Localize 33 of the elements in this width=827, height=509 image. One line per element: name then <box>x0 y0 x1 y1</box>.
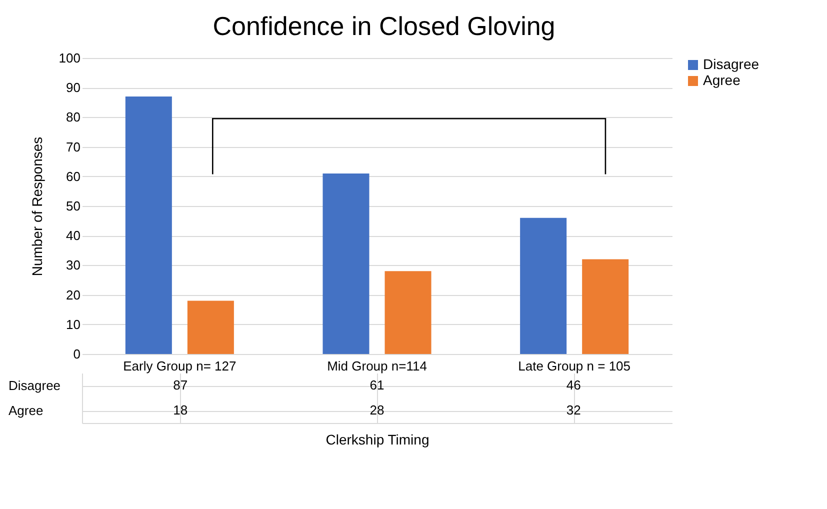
bar <box>187 300 234 354</box>
y-tick-label: 100 <box>58 50 80 66</box>
legend-label: Agree <box>703 72 741 88</box>
y-tick-label: 30 <box>66 258 80 273</box>
data-label: 28 <box>370 402 384 418</box>
data-label: 61 <box>370 378 384 392</box>
y-tick-label: 70 <box>66 139 80 154</box>
y-tick-label: 90 <box>66 80 80 96</box>
data-label: 87 <box>173 378 188 392</box>
y-tick-label: 60 <box>66 168 80 184</box>
legend-label: Disagree <box>703 56 760 72</box>
bar <box>520 218 567 354</box>
y-tick-label: 40 <box>66 228 80 244</box>
data-label: 18 <box>173 402 188 418</box>
data-label: 46 <box>566 378 581 392</box>
text: Disagree <box>8 378 61 393</box>
data-label: 32 <box>566 402 581 418</box>
x-tick-label: Late Group n = 105 <box>518 358 631 374</box>
bar <box>322 173 370 354</box>
text: Agree <box>8 403 44 418</box>
x-tick-label: Mid Group n=114 <box>327 358 427 374</box>
y-tick-label: 0 <box>73 346 80 362</box>
bar <box>125 96 172 354</box>
bar <box>384 271 432 354</box>
y-tick-label: 80 <box>66 110 80 125</box>
y-tick-label: 20 <box>66 287 80 302</box>
bar <box>582 259 629 354</box>
y-tick-label: 10 <box>66 316 80 332</box>
chart-title: Confidence in Closed Gloving <box>212 11 556 41</box>
y-axis-title: Number of Responses <box>28 136 45 276</box>
y-tick-label: 50 <box>66 198 80 214</box>
x-tick-label: Early Group n= 127 <box>123 358 236 374</box>
x-axis-title: Clerkship Timing <box>326 432 430 448</box>
